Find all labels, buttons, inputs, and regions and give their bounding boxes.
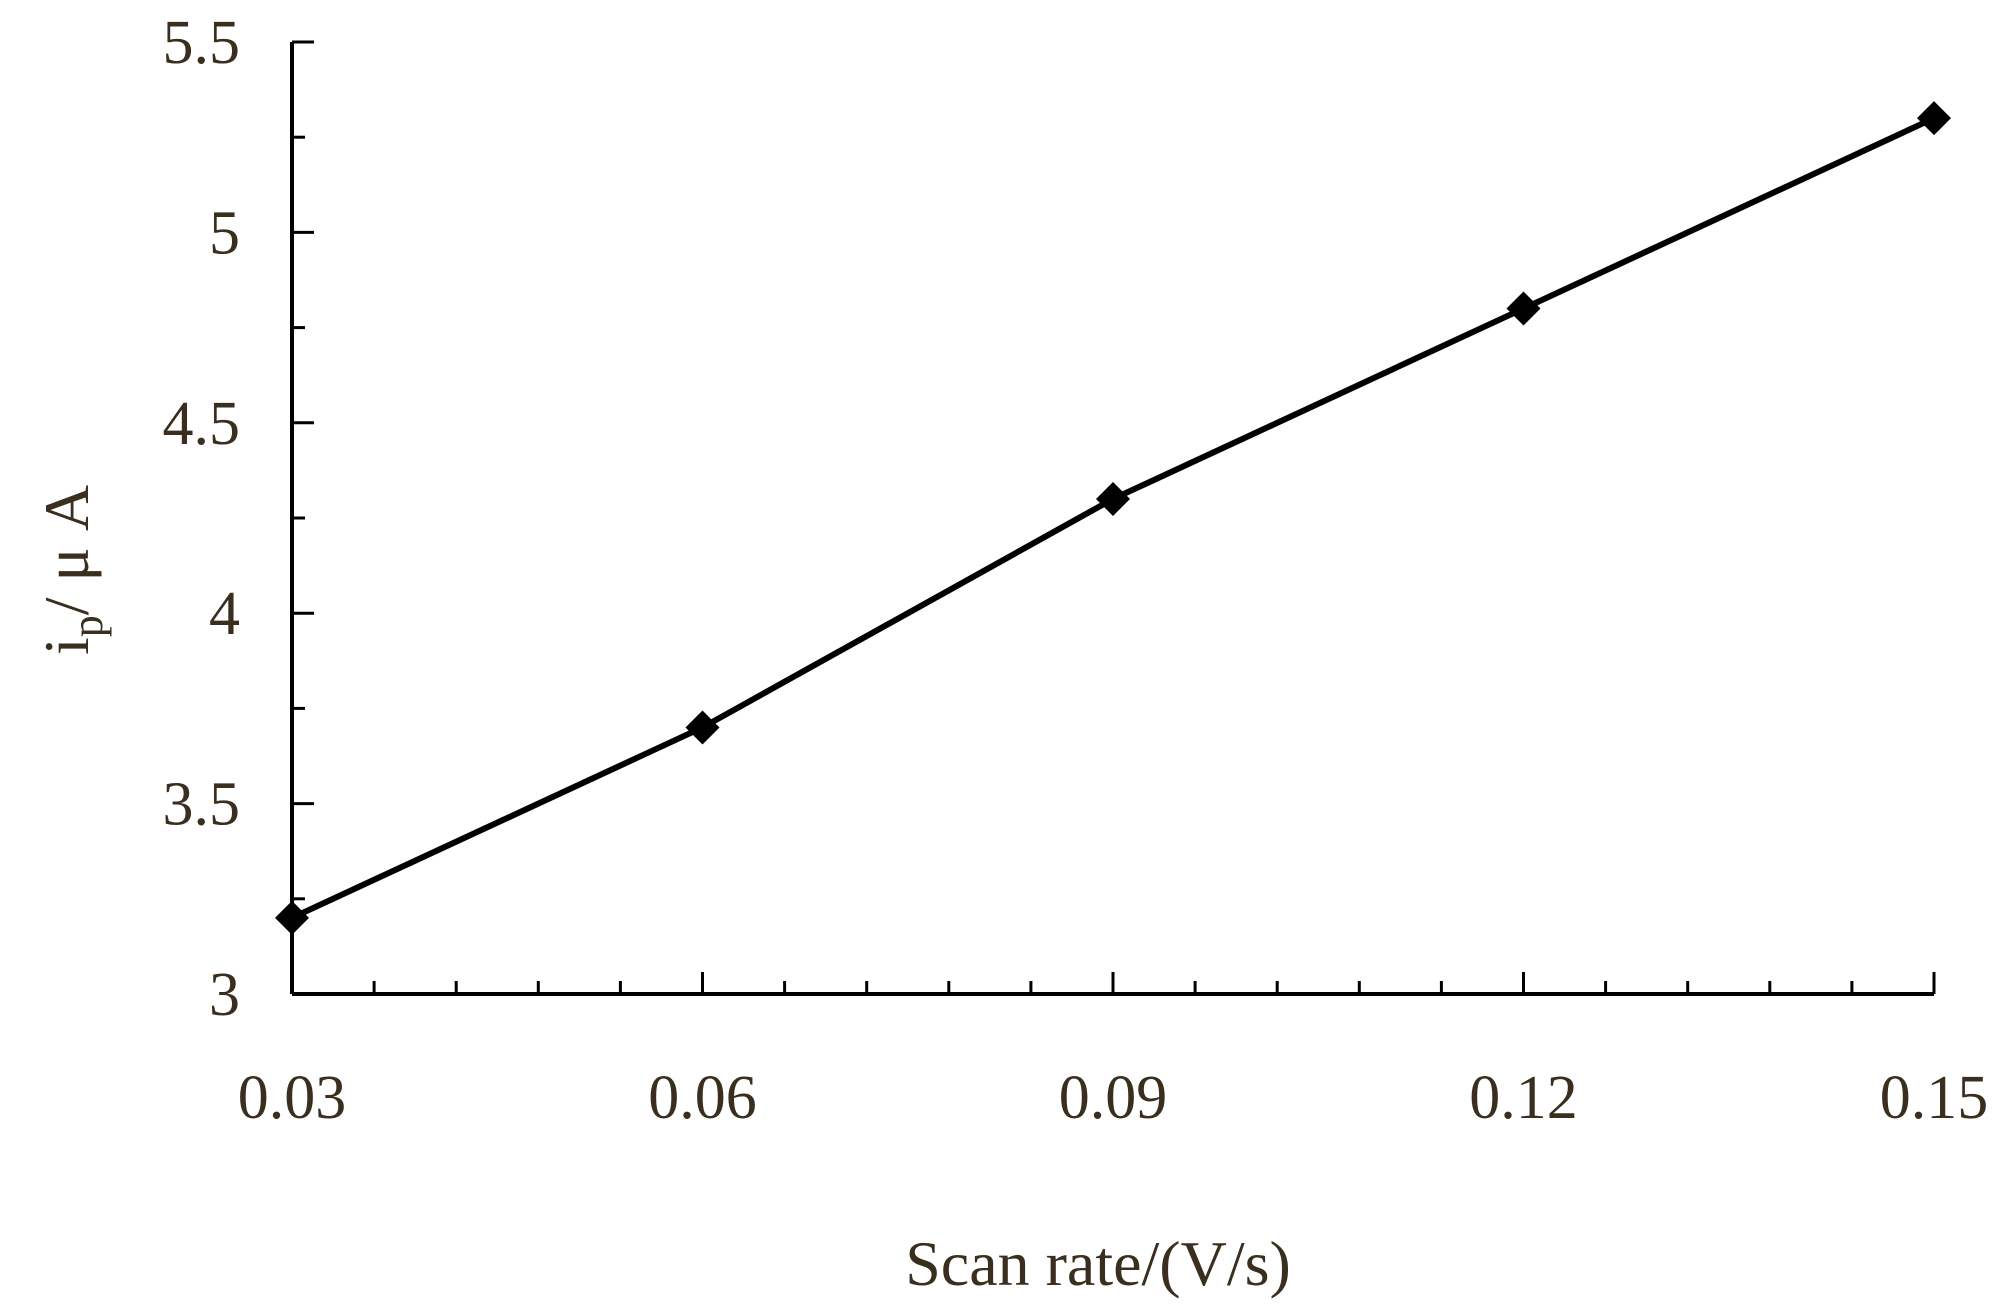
axes	[290, 42, 1934, 996]
y-axis-title-main: i	[31, 637, 102, 655]
x-tick-label: 0.12	[1469, 1064, 1578, 1132]
y-tick-label: 4	[209, 580, 240, 648]
data-point-marker	[1096, 481, 1130, 516]
x-axis-title: Scan rate/(V/s)	[905, 1228, 1291, 1299]
x-ticks	[290, 972, 1936, 994]
data-point-marker	[685, 710, 720, 745]
series	[275, 101, 1951, 935]
data-point-marker	[275, 900, 309, 935]
series-line	[290, 115, 1936, 921]
y-ticks	[292, 40, 314, 996]
x-tick-label: 0.06	[648, 1064, 757, 1132]
y-tick-label: 5	[209, 199, 240, 267]
y-axis-title-rest: / μ A	[31, 485, 102, 615]
x-tick-labels: 0.03 0.06 0.09 0.12 0.15	[238, 1064, 1989, 1132]
data-point-marker	[1506, 291, 1541, 326]
y-tick-labels: 3 3.5 4 4.5 5 5.5	[163, 9, 241, 1029]
y-tick-label: 4.5	[163, 390, 241, 458]
y-axis-title: ip/ μ A	[31, 485, 112, 655]
y-axis-title-subscript: p	[63, 615, 112, 637]
data-point-marker	[1917, 101, 1951, 136]
y-tick-label: 3.5	[163, 771, 241, 839]
y-tick-label: 3	[209, 961, 240, 1029]
x-tick-label: 0.15	[1880, 1064, 1989, 1132]
x-tick-label: 0.09	[1059, 1064, 1168, 1132]
x-tick-label: 0.03	[238, 1064, 347, 1132]
y-tick-label: 5.5	[163, 9, 241, 77]
